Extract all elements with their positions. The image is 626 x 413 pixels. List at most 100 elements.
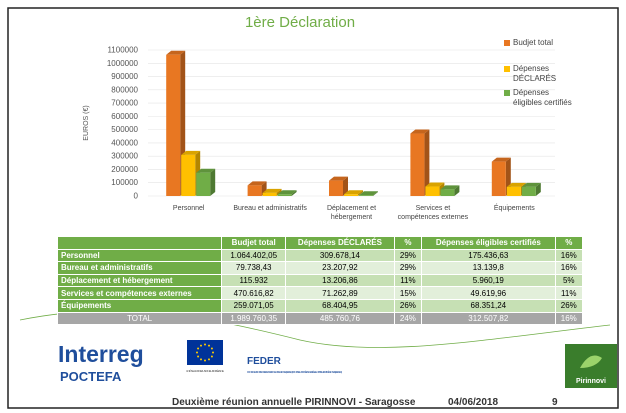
- table-cell: Services et compétences externes: [56, 286, 223, 300]
- eu-star: [197, 347, 200, 350]
- table-cell: Budjet total: [221, 236, 287, 250]
- bar-side: [343, 176, 348, 196]
- eu-star: [210, 347, 213, 350]
- table-cell: 29%: [393, 248, 423, 263]
- x-tick-label: Services et compétences externes: [397, 205, 469, 221]
- pirinnovi-label: Pirinnovi: [576, 378, 606, 385]
- bar-top: [329, 176, 348, 181]
- bar: [359, 195, 373, 196]
- table-cell: Déplacement et hébergement: [56, 273, 223, 288]
- table-row: TOTAL 1.989.760,35 485.760,76 24% 312.507,82…: [56, 311, 584, 326]
- table-row: Personnel 1.064.402,05 309.678,14 29% 175.43…: [56, 248, 584, 263]
- table-cell: 175.436,63: [421, 248, 556, 263]
- eu-stars: [196, 343, 214, 362]
- table-cell: 312.507,82: [421, 311, 556, 326]
- interreg-logo: Interreg: [58, 341, 144, 367]
- eu-star: [204, 359, 206, 362]
- x-tick-label: Personnel: [172, 205, 205, 212]
- table-cell: Dépenses DÉCLARÉS: [285, 236, 395, 250]
- bar: [521, 186, 536, 196]
- bar: [262, 192, 277, 196]
- bar-top: [277, 190, 297, 195]
- eu-star: [200, 358, 202, 361]
- table-cell: Dépenses éligibles certifiés: [421, 236, 556, 250]
- table-cell: 485.760,76: [285, 311, 395, 326]
- table-cell: 24%: [393, 311, 423, 326]
- table-cell: 13.139,8: [421, 261, 556, 275]
- table-row: Déplacement et hébergement 115.932 13.206,…: [56, 273, 584, 288]
- bar: [410, 133, 425, 196]
- footer-text: Deuxième réunion annuelle PIRINNOVI - Sa…: [172, 397, 416, 408]
- bar-top: [196, 168, 216, 173]
- bar-top: [359, 191, 378, 196]
- table-cell: 23.207,92: [285, 261, 395, 275]
- table-cell: 1.064.402,05: [221, 248, 287, 263]
- table-cell: 15%: [393, 286, 423, 300]
- slide-border: [7, 7, 619, 409]
- eu-star: [197, 355, 200, 358]
- bar: [247, 185, 262, 196]
- bar-side: [373, 191, 378, 196]
- bar-top: [262, 188, 282, 193]
- table-row: Équipements 259.071,05 68.404,95 26% 68.351,…: [56, 298, 584, 313]
- table-cell: 71.262,89: [285, 286, 395, 300]
- legend-swatch: [504, 66, 510, 72]
- eu-star: [200, 344, 202, 347]
- table-row: Budjet total Dépenses DÉCLARÉS% Dépenses é…: [56, 236, 584, 250]
- bar: [506, 186, 521, 196]
- table-cell: 5%: [554, 273, 584, 288]
- footer-date: 04/06/2018: [448, 397, 499, 408]
- y-axis-label: EUROS (€): [83, 105, 90, 140]
- table-cell: 11%: [393, 273, 423, 288]
- legend-entry: Dépenses éligibles certifiés: [504, 88, 575, 108]
- bar-top: [521, 182, 541, 187]
- table-cell: 68.351,24: [421, 298, 556, 313]
- bar: [425, 186, 440, 196]
- chart-title: 1ère Déclaration: [245, 14, 355, 31]
- table-cell: 13.206,86: [285, 273, 395, 288]
- legend-entry: Dépenses DÉCLARÉS: [504, 64, 575, 84]
- table-cell: %: [393, 236, 423, 250]
- bar: [277, 194, 292, 196]
- y-tick-label: 0: [134, 192, 139, 201]
- bar-top: [425, 182, 445, 187]
- y-tick-label: 400000: [111, 138, 138, 147]
- bar-side: [535, 182, 541, 196]
- bar-top: [344, 190, 363, 195]
- y-tick-label: 500000: [111, 125, 138, 134]
- y-tick-label: 700000: [111, 99, 138, 108]
- table-cell: 26%: [393, 298, 423, 313]
- table-cell: 29%: [393, 261, 423, 275]
- page-number: 9: [552, 397, 558, 408]
- table-cell: 309.678,14: [285, 248, 395, 263]
- bar-top: [440, 185, 460, 190]
- x-tick-label: Déplacement et hébergement: [326, 205, 377, 221]
- bar-top: [491, 157, 511, 162]
- table-cell: 79.738,43: [221, 261, 287, 275]
- y-tick-label: 1000000: [107, 59, 139, 68]
- bar-top: [506, 182, 526, 187]
- table-cell: 16%: [554, 261, 584, 275]
- y-tick-label: 100000: [111, 178, 138, 187]
- bar-top: [410, 129, 430, 134]
- bar: [181, 154, 196, 196]
- bar-side: [454, 185, 460, 196]
- table-cell: 68.404,95: [285, 298, 395, 313]
- y-tick-label: 300000: [111, 152, 138, 161]
- bar: [344, 194, 358, 196]
- table-cell: [56, 236, 223, 250]
- table-cell: 26%: [554, 298, 584, 313]
- bar-side: [210, 168, 216, 196]
- bar: [166, 54, 181, 196]
- eu-label: UNIÓN EUROPEA UNION EUROPÉENNE: [186, 368, 224, 373]
- table-row: Bureau et administratifs 79.738,43 23.207,…: [56, 261, 584, 275]
- bar-top: [247, 181, 267, 186]
- table-cell: 259.071,05: [221, 298, 287, 313]
- table-cell: 470.616,82: [221, 286, 287, 300]
- poctefa-logo: POCTEFA: [60, 369, 122, 384]
- eu-star: [196, 351, 198, 354]
- bar-side: [358, 190, 363, 196]
- table-row: Services et compétences externes 470.616,…: [56, 286, 584, 300]
- eu-star: [210, 355, 213, 358]
- budget-table: Budjet total Dépenses DÉCLARÉS% Dépenses é…: [56, 236, 584, 326]
